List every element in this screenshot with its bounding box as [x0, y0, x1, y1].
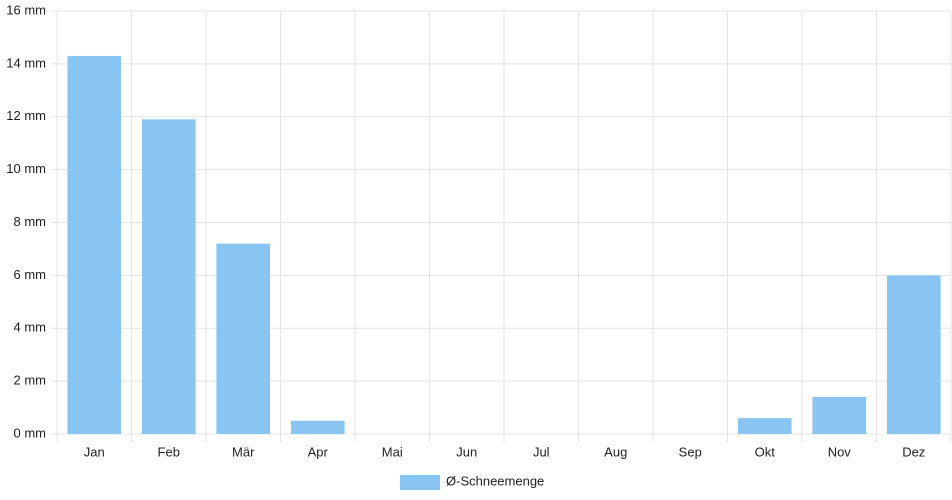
bar [737, 418, 792, 434]
y-tick-label: 0 mm [14, 425, 47, 440]
y-tick-label: 14 mm [6, 55, 46, 70]
x-tick-label: Nov [828, 444, 852, 459]
y-tick-label: 4 mm [14, 320, 47, 335]
bar [812, 396, 867, 434]
x-tick-label: Feb [158, 444, 180, 459]
y-tick-label: 12 mm [6, 108, 46, 123]
x-tick-label: Mär [232, 444, 255, 459]
x-tick-label: Okt [755, 444, 776, 459]
y-tick-label: 16 mm [6, 2, 46, 17]
y-tick-label: 6 mm [14, 267, 47, 282]
bar [216, 243, 271, 434]
x-tick-label: Jul [533, 444, 550, 459]
legend-label: Ø-Schneemenge [446, 473, 544, 488]
x-tick-label: Aug [604, 444, 627, 459]
x-tick-label: Jan [84, 444, 105, 459]
y-tick-label: 10 mm [6, 161, 46, 176]
x-tick-label: Apr [308, 444, 329, 459]
bar [886, 275, 941, 434]
bar [67, 55, 122, 434]
y-tick-label: 8 mm [14, 214, 47, 229]
legend-swatch [400, 475, 440, 490]
bar [141, 119, 196, 435]
x-tick-label: Sep [679, 444, 702, 459]
y-tick-label: 2 mm [14, 373, 47, 388]
x-tick-label: Dez [902, 444, 925, 459]
x-tick-label: Mai [382, 444, 403, 459]
bar [290, 420, 345, 434]
x-tick-label: Jun [456, 444, 477, 459]
